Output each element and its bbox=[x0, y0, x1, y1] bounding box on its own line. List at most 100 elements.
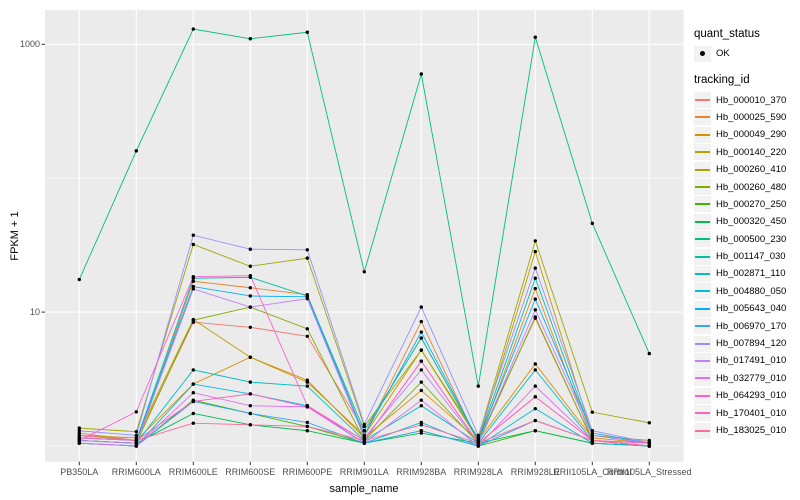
data-point bbox=[590, 441, 594, 445]
data-point bbox=[77, 426, 82, 430]
data-point bbox=[248, 411, 252, 416]
legend-item: Hb_000270_250 bbox=[694, 196, 798, 213]
legend-title-tracking-id: tracking_id bbox=[694, 74, 750, 87]
legend-item-label: Hb_007894_120 bbox=[716, 338, 787, 350]
data-point bbox=[248, 274, 252, 278]
data-point bbox=[476, 441, 480, 445]
legend-line-icon bbox=[695, 116, 710, 119]
legend-item: Hb_017491_010 bbox=[694, 352, 798, 369]
x-tick-label: RRII105LA_Control bbox=[553, 467, 632, 477]
y-tick-label: 1000 bbox=[19, 39, 40, 50]
data-point bbox=[191, 391, 195, 395]
legend-line-icon bbox=[695, 412, 710, 415]
x-tick-label: RRIM600LE bbox=[168, 467, 218, 477]
data-point bbox=[362, 436, 366, 440]
legend-key-swatch bbox=[694, 92, 711, 109]
legend-key-ok bbox=[694, 45, 711, 62]
legend-line-icon bbox=[695, 394, 710, 397]
legend-tracking-items: Hb_000010_370 Hb_000025_590 Hb_000049_290 H… bbox=[694, 91, 798, 439]
x-tick-label: RRIM600LA bbox=[111, 467, 161, 477]
legend-line-icon bbox=[695, 238, 710, 241]
legend-item-label: Hb_000260_480 bbox=[716, 181, 787, 193]
data-point bbox=[305, 424, 309, 429]
data-point bbox=[419, 319, 423, 324]
x-tick-label: RRIM901LA bbox=[339, 467, 389, 477]
legend-key-swatch bbox=[694, 300, 711, 317]
legend-item-label: Hb_000500_230 bbox=[716, 233, 787, 245]
data-point bbox=[134, 433, 138, 438]
data-point bbox=[134, 410, 138, 414]
data-point bbox=[419, 336, 423, 340]
point-symbol-icon bbox=[700, 51, 705, 57]
legend-item-label: Hb_064293_010 bbox=[716, 390, 787, 402]
data-point bbox=[305, 429, 309, 433]
legend-item-label: Hb_032779_010 bbox=[716, 372, 787, 384]
data-point bbox=[248, 325, 252, 329]
legend-item: Hb_002871_110 bbox=[694, 265, 798, 282]
data-point bbox=[476, 384, 480, 388]
legend-item-label: Hb_000320_450 bbox=[716, 216, 787, 228]
legend-line-icon bbox=[695, 255, 710, 258]
legend-item-label: Hb_001147_030 bbox=[716, 251, 786, 263]
y-axis-title: FPKM + 1 bbox=[9, 211, 21, 261]
data-point bbox=[77, 436, 82, 440]
data-point bbox=[248, 380, 252, 384]
data-point bbox=[590, 410, 594, 414]
data-point bbox=[134, 444, 138, 448]
data-point bbox=[533, 286, 537, 291]
legend-item: Hb_064293_010 bbox=[694, 387, 798, 404]
data-point bbox=[191, 411, 195, 416]
data-point bbox=[419, 403, 423, 408]
legend-item: Hb_005643_040 bbox=[694, 300, 798, 317]
data-point bbox=[533, 276, 537, 280]
legend-spacer bbox=[694, 62, 798, 74]
data-point bbox=[305, 327, 309, 331]
data-point bbox=[248, 247, 252, 251]
legend-item: Hb_007894_120 bbox=[694, 335, 798, 352]
x-axis-title: sample_name bbox=[329, 483, 399, 495]
legend-key-swatch bbox=[694, 144, 711, 161]
data-point bbox=[248, 294, 252, 298]
data-point bbox=[77, 438, 82, 443]
legend-item: Hb_000049_290 bbox=[694, 126, 798, 143]
data-point bbox=[134, 436, 138, 440]
data-point bbox=[191, 242, 195, 247]
data-point bbox=[476, 433, 480, 438]
data-point bbox=[191, 421, 195, 425]
data-point bbox=[77, 277, 82, 282]
legend-item-label: Hb_000025_590 bbox=[716, 111, 787, 123]
legend-item: Hb_183025_010 bbox=[694, 422, 798, 439]
legend-line-icon bbox=[695, 220, 710, 223]
legend-key-swatch bbox=[694, 213, 711, 230]
data-point bbox=[305, 256, 309, 260]
data-point bbox=[533, 429, 537, 433]
legend-line-icon bbox=[695, 325, 710, 328]
legend-key-swatch bbox=[694, 335, 711, 352]
legend-title-quant-status: quant_status bbox=[694, 28, 760, 40]
data-point bbox=[362, 429, 366, 433]
data-point bbox=[419, 388, 423, 393]
legend-item-label: Hb_002871_110 bbox=[716, 268, 786, 280]
data-point bbox=[590, 438, 594, 443]
data-point bbox=[305, 334, 309, 338]
data-point bbox=[248, 423, 252, 427]
legend-key-swatch bbox=[694, 196, 711, 213]
legend-key-swatch bbox=[694, 231, 711, 248]
legend-item-label: OK bbox=[716, 48, 730, 60]
legend-key-swatch bbox=[694, 161, 711, 178]
data-point bbox=[305, 405, 309, 409]
legend-key-swatch bbox=[694, 352, 711, 369]
legend-key-swatch bbox=[694, 109, 711, 126]
legend-line-icon bbox=[695, 168, 710, 171]
legend-line-icon bbox=[695, 377, 710, 380]
data-point bbox=[419, 429, 423, 433]
data-point bbox=[476, 438, 480, 443]
data-point bbox=[419, 420, 423, 425]
x-tick-label: RRIM928LE bbox=[510, 467, 560, 477]
legend-item: Hb_000140_220 bbox=[694, 144, 798, 161]
data-point bbox=[647, 421, 651, 425]
legend-item-label: Hb_005643_040 bbox=[716, 303, 787, 315]
data-point bbox=[362, 433, 366, 438]
legend-item-label: Hb_006970_170 bbox=[716, 320, 787, 332]
